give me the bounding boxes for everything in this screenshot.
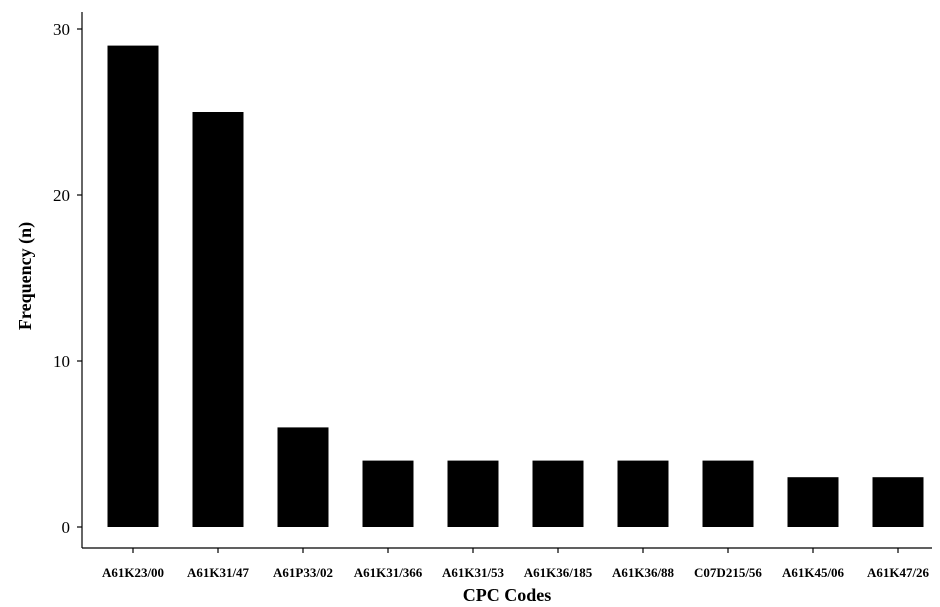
- y-axis-ticks: 0 10 20 30: [53, 20, 82, 537]
- x-tick-label: A61K36/185: [524, 565, 593, 580]
- bar-a61k36-88: [617, 460, 669, 527]
- y-tick-label: 30: [53, 20, 70, 39]
- bar-a61k31-47: [192, 112, 244, 527]
- x-tick-label: A61K23/00: [102, 565, 164, 580]
- x-tick-label: A61K31/366: [354, 565, 423, 580]
- x-tick-label: A61K47/26: [867, 565, 930, 580]
- x-tick-label: A61P33/02: [273, 565, 333, 580]
- bar-c07d215-56: [702, 460, 754, 527]
- bar-a61k31-366: [362, 460, 414, 527]
- x-tick-label: A61K45/06: [782, 565, 845, 580]
- x-tick-label: A61K31/53: [442, 565, 505, 580]
- y-tick-label: 10: [53, 352, 70, 371]
- x-tick-label: A61K31/47: [187, 565, 250, 580]
- bar-a61k45-06: [787, 477, 839, 527]
- y-tick-label: 20: [53, 186, 70, 205]
- x-axis-ticks: A61K23/00 A61K31/47 A61P33/02 A61K31/366 A61…: [102, 548, 930, 580]
- bar-a61k23-00: [107, 45, 159, 527]
- y-tick-label: 0: [62, 518, 71, 537]
- bar-a61k47-26: [872, 477, 924, 527]
- bar-a61p33-02: [277, 427, 329, 527]
- bar-a61k36-185: [532, 460, 584, 527]
- x-tick-label: C07D215/56: [694, 565, 762, 580]
- bars: [107, 45, 924, 527]
- y-axis-title: Frequency (n): [15, 222, 36, 330]
- x-axis-title: CPC Codes: [463, 585, 552, 605]
- bar-a61k31-53: [447, 460, 499, 527]
- x-tick-label: A61K36/88: [612, 565, 675, 580]
